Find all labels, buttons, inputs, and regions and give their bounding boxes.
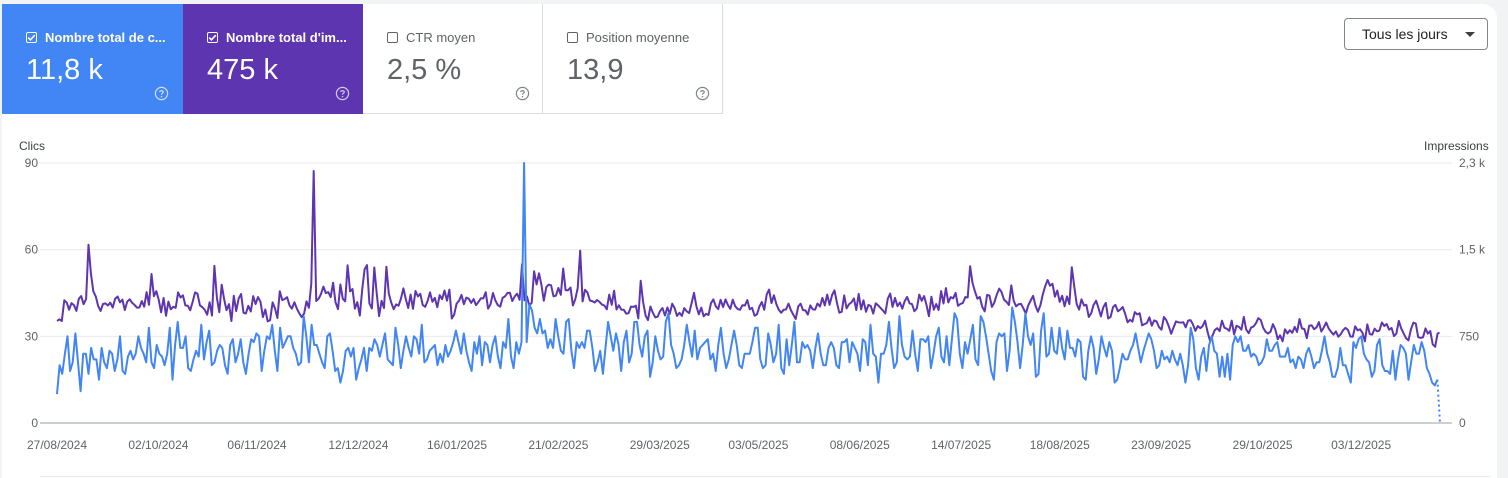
checkbox-checked-icon[interactable] — [26, 32, 37, 43]
metric-clicks-value: 11,8 k — [26, 54, 103, 86]
left-axis-tick-label: 30 — [25, 329, 39, 343]
x-axis-tick-label: 16/01/2025 — [427, 438, 487, 452]
metric-clicks-header: Nombre total de c... — [26, 30, 166, 45]
x-axis-tick-label: 14/07/2025 — [931, 438, 991, 452]
date-granularity-label: Tous les jours — [1362, 26, 1448, 42]
metric-clicks-tile[interactable]: Nombre total de c... 11,8 k — [2, 4, 183, 114]
bottom-divider — [40, 476, 1490, 477]
help-icon[interactable] — [515, 86, 530, 101]
metric-impressions-header: Nombre total d'im... — [207, 30, 347, 45]
metric-ctr-header: CTR moyen — [387, 30, 475, 45]
x-axis-tick-label: 03/05/2025 — [728, 438, 788, 452]
left-axis-title: Clics — [19, 139, 45, 153]
right-axis-tick-label: 2,3 k — [1459, 156, 1486, 170]
help-icon[interactable] — [695, 86, 710, 101]
left-axis-tick-label: 60 — [25, 243, 39, 257]
right-axis-title: Impressions — [1424, 139, 1489, 153]
metric-ctr-value: 2,5 % — [387, 54, 462, 86]
metric-ctr-tile[interactable]: CTR moyen 2,5 % — [363, 4, 543, 114]
impressions-series-line — [56, 170, 1439, 348]
metric-position-value: 13,9 — [567, 54, 624, 86]
performance-card: Nombre total de c... 11,8 k Nombre total… — [2, 4, 1497, 478]
x-axis-tick-label: 27/08/2024 — [27, 438, 87, 452]
x-axis-tick-label: 18/08/2025 — [1030, 438, 1090, 452]
x-axis-tick-label: 02/10/2024 — [128, 438, 188, 452]
x-axis-tick-label: 08/06/2025 — [830, 438, 890, 452]
checkbox-checked-icon[interactable] — [207, 32, 218, 43]
checkbox-unchecked-icon[interactable] — [567, 32, 578, 43]
x-axis-tick-label: 12/12/2024 — [328, 438, 388, 452]
metric-position-tile[interactable]: Position moyenne 13,9 — [543, 4, 723, 114]
metric-impressions-label: Nombre total d'im... — [226, 30, 347, 45]
metric-clicks-label: Nombre total de c... — [45, 30, 166, 45]
left-axis-tick-label: 90 — [25, 156, 39, 170]
right-axis-tick-label: 1,5 k — [1459, 243, 1486, 257]
right-axis-tick-label: 0 — [1459, 416, 1466, 430]
date-granularity-dropdown[interactable]: Tous les jours — [1344, 18, 1488, 50]
x-axis-tick-label: 29/10/2025 — [1233, 438, 1293, 452]
metric-ctr-label: CTR moyen — [406, 30, 476, 45]
x-axis-tick-label: 23/09/2025 — [1131, 438, 1191, 452]
checkbox-unchecked-icon[interactable] — [387, 32, 398, 43]
x-axis-tick-label: 06/11/2024 — [227, 438, 286, 452]
x-axis-tick-label: 21/02/2025 — [528, 438, 588, 452]
metric-position-label: Position moyenne — [586, 30, 690, 45]
left-axis-tick-label: 0 — [31, 416, 38, 430]
metric-impressions-value: 475 k — [207, 54, 278, 86]
metric-impressions-tile[interactable]: Nombre total d'im... 475 k — [183, 4, 363, 114]
right-axis-tick-label: 750 — [1459, 329, 1479, 343]
clicks-series-line — [56, 162, 1439, 395]
help-icon[interactable] — [154, 86, 169, 101]
x-axis-tick-label: 29/03/2025 — [630, 438, 690, 452]
impressions-partial-segment — [1437, 331, 1441, 335]
dropdown-caret-icon — [1465, 32, 1475, 37]
metric-position-header: Position moyenne — [567, 30, 689, 45]
help-icon[interactable] — [335, 86, 350, 101]
x-axis-tick-label: 03/12/2025 — [1331, 438, 1391, 452]
clicks-partial-segment — [1436, 379, 1441, 424]
